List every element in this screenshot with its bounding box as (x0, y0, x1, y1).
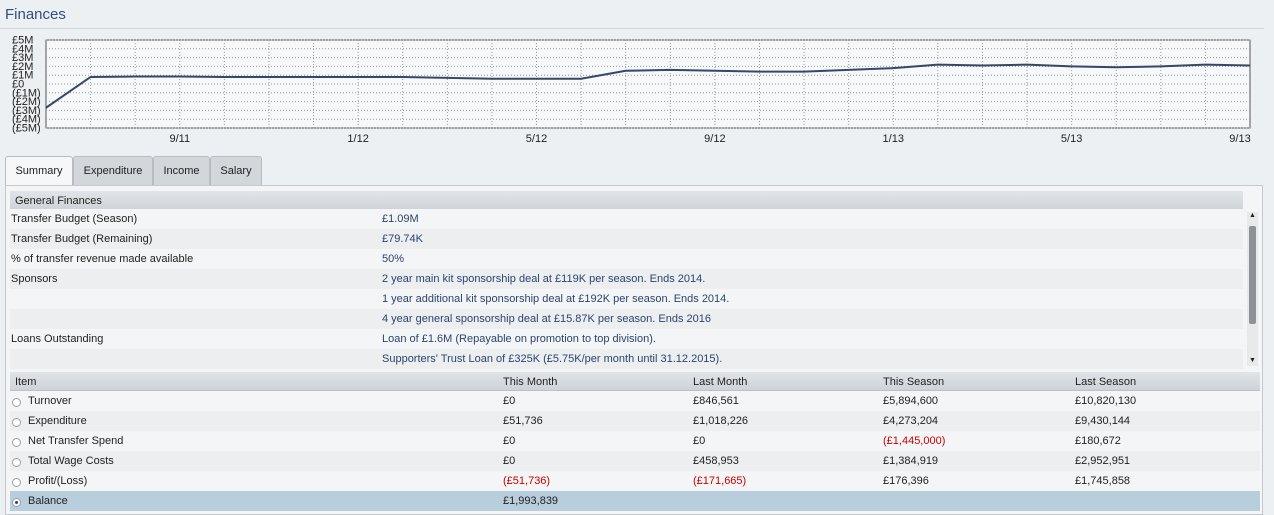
row-label: Loans Outstanding (11, 333, 104, 345)
column-header: This Month (503, 376, 558, 388)
y-tick-label: £5M (12, 35, 33, 47)
item-value: £176,396 (883, 475, 929, 487)
x-tick-label: 5/13 (1061, 133, 1082, 145)
tab[interactable]: Salary (210, 156, 262, 185)
item-value: (£51,736) (503, 475, 551, 487)
item-value: £1,745,858 (1075, 475, 1131, 487)
radio[interactable] (12, 398, 21, 407)
chart: 9/11 1/12 5/12 9/12 1/13 5/13 9/13 £5M£4M£3M£2M… (12, 35, 1251, 146)
section-header: General Finances (10, 191, 1243, 211)
table-row (10, 229, 1243, 249)
table-row (10, 209, 1243, 229)
table-row (10, 249, 1243, 269)
row-label: % of transfer revenue made available (11, 253, 194, 265)
scroll-thumb[interactable] (1249, 226, 1256, 324)
item-name: Profit/(Loss) (28, 475, 88, 487)
table-row (10, 289, 1243, 309)
item-value: £0 (693, 435, 706, 447)
radio[interactable] (12, 418, 21, 427)
plot-area (45, 39, 1251, 129)
x-tick-label: 5/12 (526, 133, 547, 145)
y-tick-label: £2M (12, 61, 33, 73)
balance-line (45, 63, 1251, 109)
table-row (10, 349, 1243, 369)
x-tick-label: 9/11 (169, 133, 190, 145)
item-name: Net Transfer Spend (28, 435, 124, 447)
item-value: £0 (503, 395, 516, 407)
row-value: £79.74K (382, 233, 423, 245)
item-value: £10,820,130 (1075, 395, 1137, 407)
row-label: Transfer Budget (Remaining) (11, 233, 153, 245)
item-value: £846,561 (693, 395, 739, 407)
row-value: £1.09M (382, 213, 419, 225)
column-header: This Season (883, 376, 945, 388)
item-value: £51,736 (503, 415, 543, 427)
row-value: 1 year additional kit sponsorship deal a… (382, 293, 730, 305)
y-tick-label: £1M (12, 70, 33, 82)
y-tick-label: £4M (12, 43, 33, 55)
item-value: £0 (503, 435, 516, 447)
item-value: (£1,445,000) (883, 435, 946, 447)
item-value: (£171,665) (693, 475, 747, 487)
row-value: Supporters' Trust Loan of £325K (£5.75K/… (382, 353, 723, 365)
row-value: Loan of £1.6M (Repayable on promotion to… (382, 333, 656, 345)
column-header: Item (15, 376, 37, 388)
item-value: £4,273,204 (883, 415, 939, 427)
column-header: Last Season (1075, 376, 1137, 388)
y-tick-label: (£5M) (12, 123, 41, 135)
item-value: £180,672 (1075, 435, 1121, 447)
item-name: Balance (28, 495, 68, 507)
item-value: £1,018,226 (693, 415, 749, 427)
item-value: £458,953 (693, 455, 739, 467)
tab[interactable]: Expenditure (73, 156, 153, 185)
item-value: £5,894,600 (883, 395, 939, 407)
item-row[interactable] (10, 491, 1260, 511)
radio[interactable] (12, 458, 21, 467)
scroll-up[interactable]: ▲ (1249, 212, 1256, 219)
item-row[interactable] (10, 471, 1260, 491)
item-value: £2,952,951 (1075, 455, 1131, 467)
y-tick-label: (£2M) (12, 96, 41, 108)
item-row[interactable] (10, 451, 1260, 471)
y-tick-label: (£1M) (12, 87, 41, 99)
item-value: £0 (503, 455, 516, 467)
y-tick-label: £0 (12, 79, 24, 91)
scrollbar[interactable]: ▲ ▼ (1247, 212, 1258, 366)
item-name: Expenditure (28, 415, 87, 427)
item-name: Total Wage Costs (28, 455, 114, 467)
x-tick-label: 9/12 (704, 133, 725, 145)
title-rule (0, 28, 1264, 29)
row-value: 2 year main kit sponsorship deal at £119… (382, 273, 706, 285)
item-value: £9,430,144 (1075, 415, 1131, 427)
radio[interactable] (12, 438, 21, 447)
item-row[interactable] (10, 431, 1260, 451)
tab[interactable]: Income (153, 156, 210, 185)
row-label: Sponsors (11, 273, 58, 285)
y-tick-label: £3M (12, 52, 33, 64)
table-row (10, 329, 1243, 349)
item-value: £1,384,919 (883, 455, 939, 467)
item-value: £1,993,839 (503, 495, 559, 507)
row-label: Transfer Budget (Season) (11, 213, 138, 225)
row-value: 50% (382, 253, 405, 265)
table-row (10, 309, 1243, 329)
x-tick-label: 1/13 (883, 133, 904, 145)
items-header (10, 372, 1260, 391)
row-value: 4 year general sponsorship deal at £15.8… (382, 313, 712, 325)
scroll-down[interactable]: ▼ (1249, 357, 1256, 364)
radio[interactable] (12, 478, 21, 487)
column-header: Last Month (693, 376, 748, 388)
page-title: Finances (5, 6, 66, 23)
item-row[interactable] (10, 391, 1260, 411)
tab[interactable]: Summary (5, 156, 73, 185)
x-tick-label: 9/13 (1229, 133, 1250, 145)
x-tick-label: 1/12 (347, 133, 368, 145)
y-tick-label: (£3M) (12, 105, 41, 117)
radio[interactable] (12, 498, 21, 507)
item-name: Turnover (28, 395, 72, 407)
item-row[interactable] (10, 411, 1260, 431)
table-row (10, 269, 1243, 289)
y-tick-label: (£4M) (12, 114, 41, 126)
